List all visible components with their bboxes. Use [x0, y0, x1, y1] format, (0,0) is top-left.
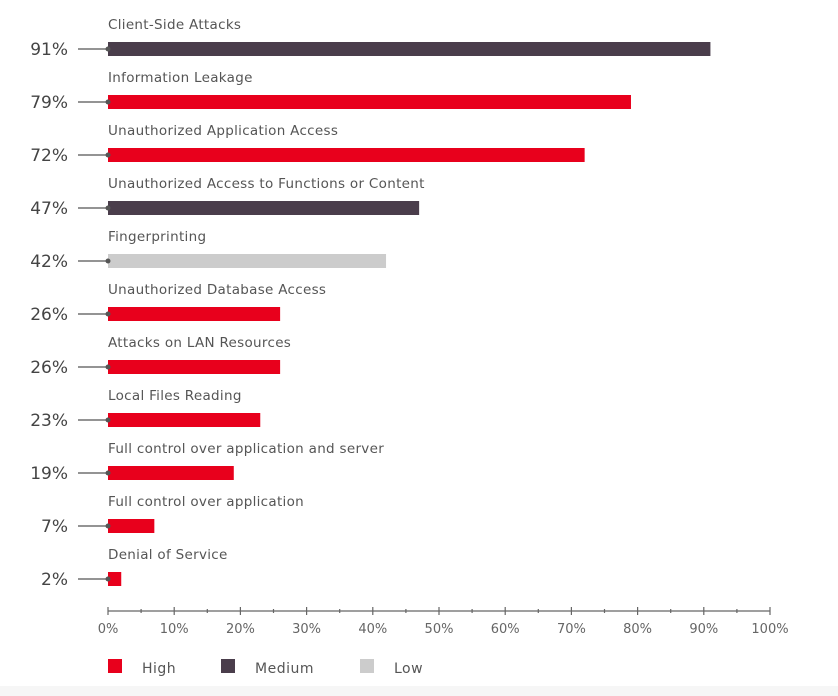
category-label: Denial of Service	[108, 547, 228, 563]
leader-dot	[105, 205, 111, 211]
leader-dot	[105, 258, 111, 264]
leader-dot	[105, 364, 111, 370]
x-tick-label: 60%	[491, 622, 520, 637]
x-tick-label: 80%	[623, 622, 652, 637]
category-label: Unauthorized Database Access	[108, 282, 326, 298]
leader-dot	[105, 311, 111, 317]
legend-swatch-low	[360, 659, 374, 673]
category-label: Unauthorized Access to Functions or Cont…	[108, 176, 425, 192]
legend-label-low: Low	[394, 661, 423, 677]
x-tick-label: 30%	[292, 622, 321, 637]
x-tick-label: 20%	[226, 622, 255, 637]
legend-label-medium: Medium	[255, 661, 314, 677]
leader-dot	[105, 46, 111, 52]
bar	[108, 307, 281, 321]
bar	[108, 254, 387, 268]
bar	[108, 95, 631, 109]
leader-dot	[105, 99, 111, 105]
leader-dot	[105, 576, 111, 582]
value-label: 19%	[30, 464, 68, 484]
bottom-band	[0, 686, 838, 696]
bar	[108, 519, 155, 533]
bar	[108, 148, 585, 162]
bar	[108, 360, 281, 374]
category-label: Full control over application	[108, 494, 304, 510]
x-tick-label: 70%	[557, 622, 586, 637]
category-label: Unauthorized Application Access	[108, 123, 338, 139]
legend-swatch-medium	[221, 659, 235, 673]
x-tick-label: 40%	[358, 622, 387, 637]
bar	[108, 42, 711, 56]
value-label: 23%	[30, 411, 68, 431]
category-label: Information Leakage	[108, 70, 253, 86]
category-label: Fingerprinting	[108, 229, 206, 245]
bar	[108, 201, 420, 215]
value-label: 79%	[30, 93, 68, 113]
category-label: Local Files Reading	[108, 388, 242, 404]
legend-label-high: High	[142, 661, 176, 677]
value-label: 7%	[41, 517, 68, 537]
category-label: Client-Side Attacks	[108, 17, 241, 33]
bar	[108, 413, 261, 427]
x-tick-label: 90%	[689, 622, 718, 637]
bar	[108, 466, 234, 480]
bar	[108, 572, 122, 586]
leader-dot	[105, 470, 111, 476]
category-label: Full control over application and server	[108, 441, 384, 457]
leader-dot	[105, 523, 111, 529]
x-tick-label: 0%	[98, 622, 119, 637]
value-label: 42%	[30, 252, 68, 272]
value-label: 26%	[30, 305, 68, 325]
value-label: 26%	[30, 358, 68, 378]
x-tick-label: 50%	[425, 622, 454, 637]
value-label: 47%	[30, 199, 68, 219]
legend-swatch-high	[108, 659, 122, 673]
x-tick-label: 10%	[160, 622, 189, 637]
leader-dot	[105, 417, 111, 423]
value-label: 72%	[30, 146, 68, 166]
value-label: 2%	[41, 570, 68, 590]
x-tick-label: 100%	[751, 622, 788, 637]
value-label: 91%	[30, 40, 68, 60]
category-label: Attacks on LAN Resources	[108, 335, 291, 351]
leader-dot	[105, 152, 111, 158]
